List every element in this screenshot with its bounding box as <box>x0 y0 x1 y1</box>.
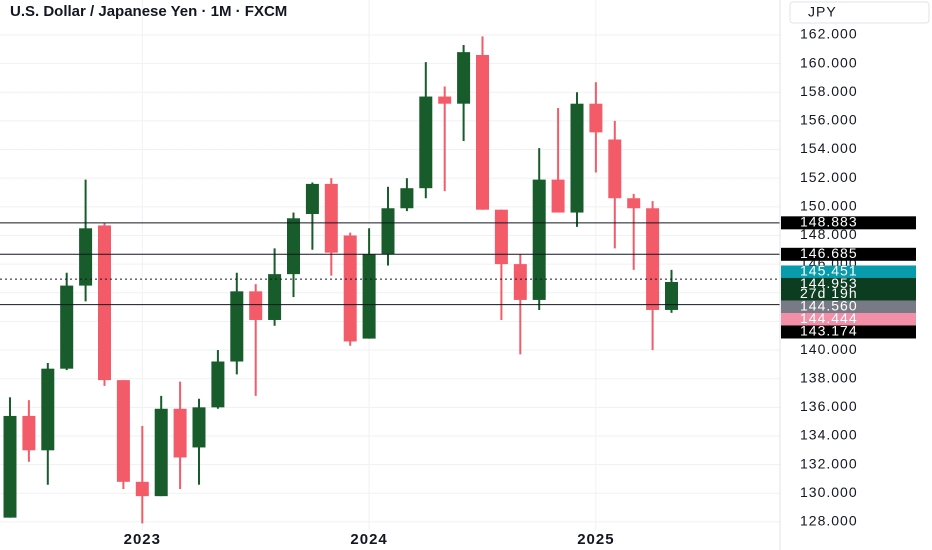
price-label: 144.560 <box>800 298 858 314</box>
candle-body <box>343 235 357 342</box>
y-tick-label: 148.000 <box>800 226 858 242</box>
y-tick-label: 150.000 <box>800 198 858 214</box>
candle-body <box>230 291 244 362</box>
x-tick-label: 2025 <box>577 531 614 548</box>
price-label: 144.953 <box>800 275 858 291</box>
price-label-box <box>781 300 916 314</box>
candle-body <box>249 291 263 320</box>
currency-box[interactable] <box>789 1 930 24</box>
candle-body <box>513 264 527 300</box>
price-label: 144.444 <box>800 310 858 326</box>
candle-body <box>551 179 565 213</box>
countdown-box <box>781 289 916 302</box>
y-tick-label: 158.000 <box>800 83 858 99</box>
candle-body <box>665 282 678 310</box>
y-tick-label: 132.000 <box>800 455 858 471</box>
candle-body <box>627 198 641 209</box>
candle-body <box>41 368 55 451</box>
candle-body <box>192 407 206 448</box>
candle-body <box>116 380 130 482</box>
candle-body <box>79 228 93 286</box>
candle-body <box>457 52 471 104</box>
price-label: 146.685 <box>800 245 858 261</box>
candle-body <box>589 103 603 133</box>
price-label-box <box>781 325 916 339</box>
candle-body <box>646 208 660 310</box>
candle-body <box>60 285 74 369</box>
chart-title: U.S. Dollar / Japanese Yen · 1M · FXCM <box>10 3 287 20</box>
candle-body <box>532 179 546 300</box>
y-tick-label: 138.000 <box>800 369 858 385</box>
price-label-box <box>781 247 916 261</box>
candle-body <box>173 408 187 458</box>
x-tick-label: 2023 <box>124 531 161 548</box>
candle-body <box>268 274 282 320</box>
y-tick-label: 134.000 <box>800 427 858 443</box>
y-tick-label: 128.000 <box>800 513 858 529</box>
y-tick-label: 154.000 <box>800 140 858 156</box>
y-tick-label: 152.000 <box>800 169 858 185</box>
price-label: 148.883 <box>800 214 858 230</box>
y-tick-label: 136.000 <box>800 398 858 414</box>
candle-body <box>211 361 225 408</box>
candle-body <box>154 408 168 497</box>
y-tick-label: 156.000 <box>800 112 858 128</box>
candle-body <box>381 208 395 255</box>
y-tick-label: 162.000 <box>800 26 858 42</box>
price-label-box <box>781 265 916 279</box>
candle-body <box>494 209 508 265</box>
candle-body <box>362 254 376 339</box>
candle-body <box>22 415 36 451</box>
candle-body <box>305 183 319 214</box>
candle-body <box>98 225 111 381</box>
candle-body <box>476 55 489 210</box>
y-tick-label: 130.000 <box>800 484 858 500</box>
candle-body <box>135 481 149 497</box>
candle-body <box>570 103 584 213</box>
candle-body <box>608 139 622 199</box>
price-label: 145.451 <box>800 263 858 279</box>
candle-body <box>287 218 300 275</box>
candle-body <box>324 183 338 253</box>
candle-body <box>3 415 17 518</box>
price-label-box <box>781 312 916 326</box>
candle-body <box>400 188 414 209</box>
countdown: 27d 19h <box>800 285 858 301</box>
price-label: 143.174 <box>800 323 858 339</box>
y-tick-label: 140.000 <box>800 341 858 357</box>
candle-body <box>438 96 452 104</box>
currency[interactable]: JPY <box>808 4 837 20</box>
x-tick-label: 2024 <box>350 531 387 548</box>
price-label-box <box>781 216 916 230</box>
y-tick-label: 160.000 <box>800 54 858 70</box>
candle-body <box>419 96 433 189</box>
price-label-box <box>781 277 916 291</box>
